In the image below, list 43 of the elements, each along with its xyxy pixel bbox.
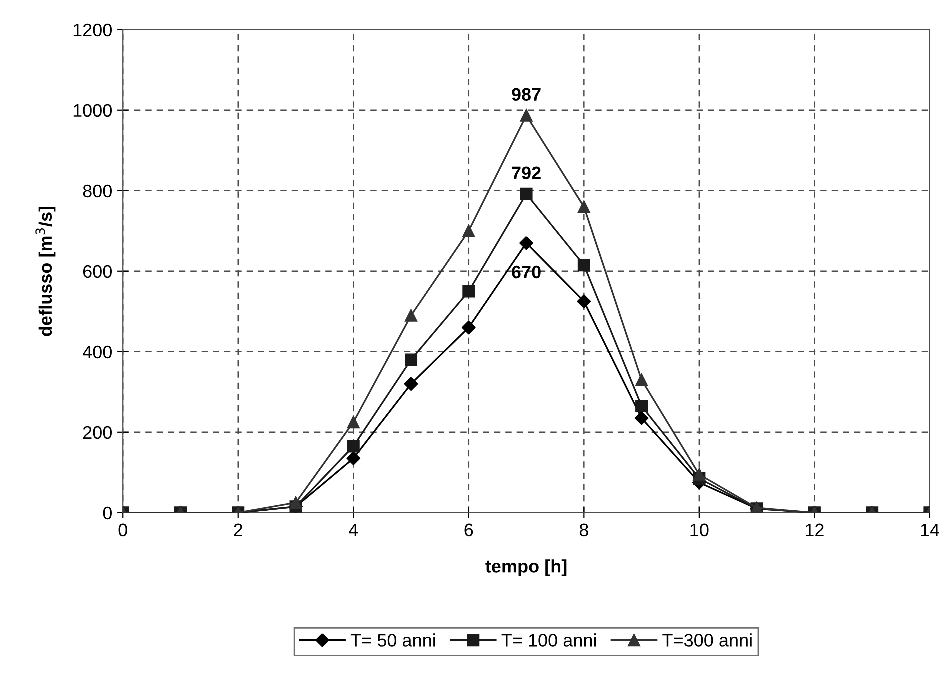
x-axis-title: tempo [h] <box>486 560 567 576</box>
point <box>634 411 649 426</box>
point <box>290 496 302 510</box>
point <box>462 320 476 335</box>
point <box>520 109 533 122</box>
point <box>520 236 534 250</box>
data-label: 670 <box>512 266 541 279</box>
point <box>462 285 476 298</box>
point <box>636 374 648 386</box>
x-tick-label: 12 <box>806 524 824 536</box>
x-tick-label: 0 <box>118 524 128 537</box>
x-tick-label: 14 <box>921 524 940 536</box>
legend-label: T= 50 anni <box>350 634 436 647</box>
point <box>578 259 590 272</box>
point <box>577 294 592 309</box>
y-tick-label: 1000 <box>74 104 112 118</box>
y-tick-label: 0 <box>103 506 112 520</box>
x-tick-label: 2 <box>234 524 242 536</box>
point <box>347 440 360 453</box>
point <box>347 416 360 429</box>
point <box>520 188 533 200</box>
y-tick-label: 200 <box>83 426 112 440</box>
legend-label: T= 100 anni <box>502 634 596 647</box>
y-tick-label: 400 <box>82 346 112 359</box>
point <box>578 200 590 214</box>
x-tick-label: 4 <box>349 524 358 536</box>
y-axis-title: deflusso [m$^{3}$/s] <box>36 206 56 336</box>
y-tick-label: 800 <box>83 184 112 198</box>
point <box>636 400 648 412</box>
data-label: 987 <box>512 88 541 102</box>
legend-label: T=300 anni <box>662 634 752 647</box>
point <box>346 452 361 466</box>
y-tick-label: 600 <box>83 265 112 278</box>
point <box>693 468 706 481</box>
x-tick-label: 8 <box>580 524 588 537</box>
x-tick-label: 10 <box>690 524 709 537</box>
point <box>405 354 418 366</box>
point <box>462 224 476 238</box>
data-label: 792 <box>512 166 541 180</box>
y-tick-label: 1200 <box>74 24 112 37</box>
point <box>404 377 418 392</box>
point <box>405 309 418 322</box>
x-tick-label: 6 <box>464 524 474 537</box>
